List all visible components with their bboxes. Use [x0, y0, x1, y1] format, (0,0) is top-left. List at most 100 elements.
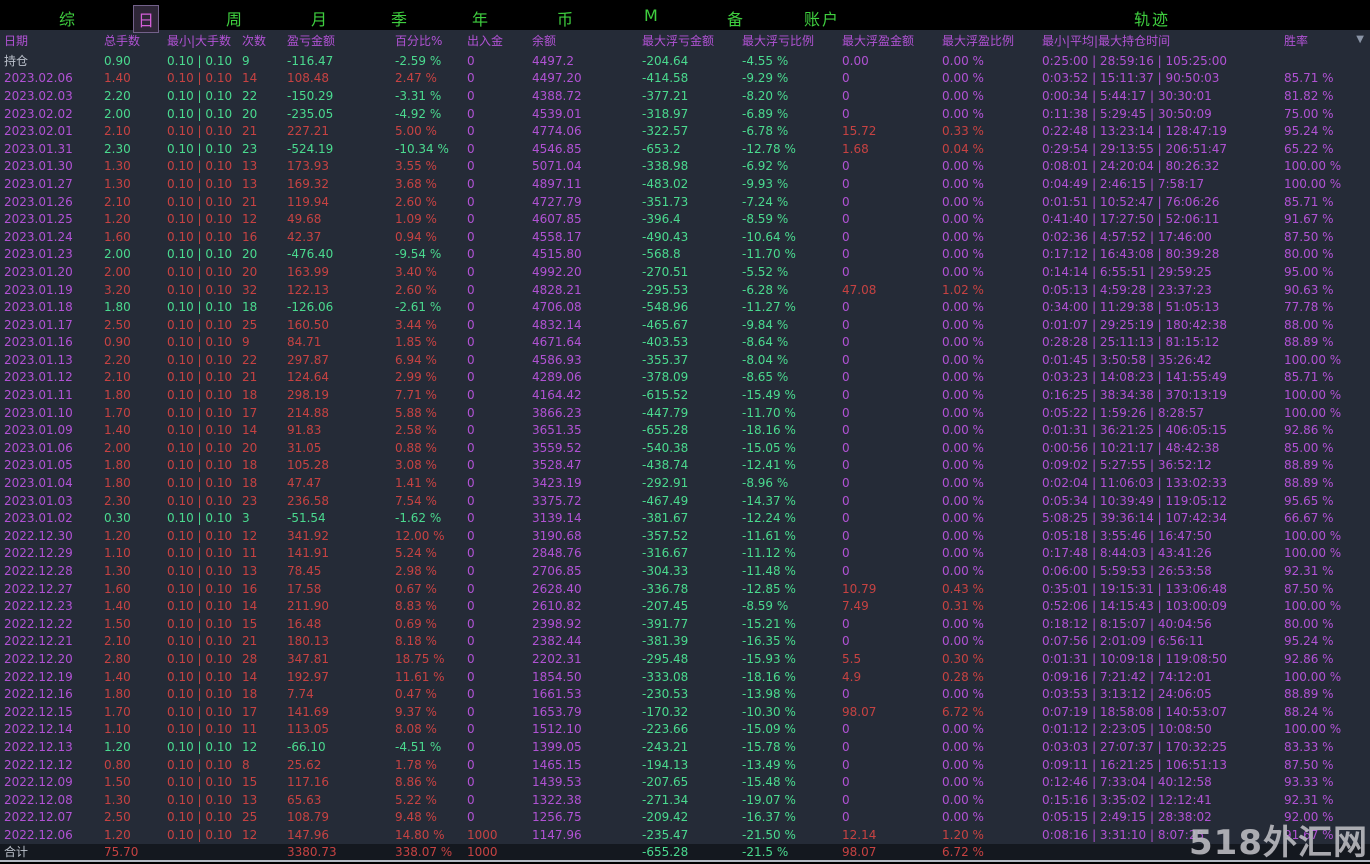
table-row[interactable]: 2023.02.06 1.40 0.10 | 0.10 14 108.48 2.47 % 0… [0, 70, 1370, 88]
table-row[interactable]: 2023.01.04 1.80 0.10 | 0.10 18 47.47 1.41 % 0 3… [0, 474, 1370, 492]
table-row[interactable]: 2023.01.27 1.30 0.10 | 0.10 13 169.32 3.68 % 0… [0, 175, 1370, 193]
menu-item-日-selected[interactable]: 日 [133, 5, 160, 33]
cell-inout: 0 [467, 106, 475, 121]
table-row[interactable]: 2023.01.13 2.20 0.10 | 0.10 22 297.87 6.94 % 0… [0, 351, 1370, 369]
menu-item-轨迹[interactable]: 轨迹 [1134, 10, 1171, 29]
table-row[interactable]: 2023.01.19 3.20 0.10 | 0.10 32 122.13 2.60 % 0… [0, 281, 1370, 299]
column-header-0[interactable]: 日期 [4, 34, 29, 48]
cell-mfl: -194.13 [642, 757, 689, 772]
table-row[interactable]: 2022.12.28 1.30 0.10 | 0.10 13 78.45 2.98 % 0 2… [0, 562, 1370, 580]
column-header-6[interactable]: 出入金 [467, 34, 504, 48]
table-row[interactable]: 2023.01.11 1.80 0.10 | 0.10 18 298.19 7.71 % 0… [0, 386, 1370, 404]
cell-time: 0:11:38 | 5:29:45 | 30:50:09 [1042, 106, 1212, 121]
cell-balance: 1661.53 [532, 687, 582, 702]
table-row[interactable]: 2023.02.02 2.00 0.10 | 0.10 20 -235.05 -4.92 … [0, 105, 1370, 123]
table-row[interactable]: 2022.12.21 2.10 0.10 | 0.10 21 180.13 8.18 % 0… [0, 633, 1370, 651]
table-row[interactable]: 2023.01.25 1.20 0.10 | 0.10 12 49.68 1.09 % 0 4… [0, 210, 1370, 228]
table-row[interactable]: 2022.12.23 1.40 0.10 | 0.10 14 211.90 8.83 % 0… [0, 597, 1370, 615]
menu-item-周[interactable]: 周 [226, 10, 245, 29]
table-row[interactable]: 2023.01.05 1.80 0.10 | 0.10 18 105.28 3.08 % 0… [0, 457, 1370, 475]
table-row[interactable]: 2023.01.12 2.10 0.10 | 0.10 21 124.64 2.99 % 0… [0, 369, 1370, 387]
cell-mfpr: 0.04 % [942, 141, 984, 156]
column-header-5[interactable]: 百分比% [395, 34, 443, 48]
column-header-10[interactable]: 最大浮盈金额 [842, 34, 915, 48]
cell-date: 2023.01.03 [4, 493, 73, 508]
table-row[interactable]: 2022.12.16 1.80 0.10 | 0.10 18 7.74 0.47 % 0 16… [0, 685, 1370, 703]
cell-time: 0:05:15 | 2:49:15 | 28:38:02 [1042, 810, 1212, 825]
menu-item-季[interactable]: 季 [391, 10, 410, 29]
table-row[interactable]: 2023.01.09 1.40 0.10 | 0.10 14 91.83 2.58 % 0 3… [0, 421, 1370, 439]
table-row[interactable]: 2022.12.22 1.50 0.10 | 0.10 15 16.48 0.69 % 0 2… [0, 615, 1370, 633]
table-row[interactable]: 2023.01.16 0.90 0.10 | 0.10 9 84.71 1.85 % 0 46… [0, 334, 1370, 352]
table-row[interactable]: 2023.02.01 2.10 0.10 | 0.10 21 227.21 5.00 % 0… [0, 122, 1370, 140]
table-row[interactable]: 2023.01.18 1.80 0.10 | 0.10 18 -126.06 -2.61 … [0, 298, 1370, 316]
table-row[interactable]: 2023.02.03 2.20 0.10 | 0.10 22 -150.29 -3.31 … [0, 87, 1370, 105]
cell-mfpr: 0.00 % [942, 546, 984, 561]
table-row[interactable]: 2022.12.09 1.50 0.10 | 0.10 15 117.16 8.86 % 0… [0, 773, 1370, 791]
table-row[interactable]: 2022.12.20 2.80 0.10 | 0.10 28 347.81 18.75 %… [0, 650, 1370, 668]
cell-minmax: 0.10 | 0.10 [167, 564, 233, 579]
table-row[interactable]: 2023.01.20 2.00 0.10 | 0.10 20 163.99 3.40 % 0… [0, 263, 1370, 281]
table-row[interactable]: 2022.12.14 1.10 0.10 | 0.10 11 113.05 8.08 % 0… [0, 721, 1370, 739]
table-row[interactable]: 2023.01.24 1.60 0.10 | 0.10 16 42.37 0.94 % 0 4… [0, 228, 1370, 246]
column-header-1[interactable]: 总手数 [104, 34, 141, 48]
column-header-13[interactable]: 胜率 [1284, 34, 1309, 48]
table-row[interactable]: 2022.12.27 1.60 0.10 | 0.10 16 17.58 0.67 % 0 2… [0, 580, 1370, 598]
cell-pl: -235.05 [287, 106, 334, 121]
menu-item-月[interactable]: 月 [311, 10, 330, 29]
cell-winrate: 85.00 % [1284, 440, 1334, 455]
cell-minmax: 0.10 | 0.10 [167, 176, 233, 191]
cell-mfl: -235.47 [642, 827, 689, 842]
cell-count: 17 [242, 405, 258, 420]
table-row[interactable]: 2023.01.06 2.00 0.10 | 0.10 20 31.05 0.88 % 0 3… [0, 439, 1370, 457]
menu-item-M[interactable]: M [644, 6, 660, 25]
cell-pct: 3.44 % [395, 317, 437, 332]
column-header-9[interactable]: 最大浮亏比例 [742, 34, 815, 48]
cell-mfp: 0 [842, 757, 850, 772]
table-row[interactable]: 2023.01.30 1.30 0.10 | 0.10 13 173.93 3.55 % 0… [0, 158, 1370, 176]
table-row[interactable]: 2022.12.13 1.20 0.10 | 0.10 12 -66.10 -4.51 %… [0, 738, 1370, 756]
scroll-down-icon[interactable]: ▼ [1356, 34, 1364, 45]
cell-mfp: 0 [842, 458, 850, 473]
table-row[interactable]: 2023.01.31 2.30 0.10 | 0.10 23 -524.19 -10.34… [0, 140, 1370, 158]
column-header-11[interactable]: 最大浮盈比例 [942, 34, 1015, 48]
table-row[interactable]: 2022.12.15 1.70 0.10 | 0.10 17 141.69 9.37 % 0… [0, 703, 1370, 721]
column-header-7[interactable]: 余额 [532, 34, 557, 48]
cell-pct: 0.69 % [395, 616, 437, 631]
position-row[interactable]: 持仓 0.90 0.10 | 0.10 9 -116.47 -2.59 % 0 4497.2 -… [0, 52, 1370, 70]
table-row[interactable]: 2023.01.10 1.70 0.10 | 0.10 17 214.88 5.88 % 0… [0, 404, 1370, 422]
cell-count: 16 [242, 229, 258, 244]
table-row[interactable]: 2022.12.07 2.50 0.10 | 0.10 25 108.79 9.48 % 0… [0, 809, 1370, 827]
table-row[interactable]: 2023.01.17 2.50 0.10 | 0.10 25 160.50 3.44 % 0… [0, 316, 1370, 334]
table-row[interactable]: 2022.12.08 1.30 0.10 | 0.10 13 65.63 5.22 % 0 1… [0, 791, 1370, 809]
menu-item-年[interactable]: 年 [472, 10, 491, 29]
table-row[interactable]: 2023.01.03 2.30 0.10 | 0.10 23 236.58 7.54 % 0… [0, 492, 1370, 510]
total-row[interactable]: 合计 75.70 3380.73 338.07 % 1000 -655.28 -21.5 %… [0, 843, 1370, 860]
table-row[interactable]: 2022.12.30 1.20 0.10 | 0.10 12 341.92 12.00 %… [0, 527, 1370, 545]
cell-mfp: 7.49 [842, 599, 869, 614]
menu-item-账户[interactable]: 账户 [804, 10, 841, 29]
cell-date: 2022.12.13 [4, 739, 73, 754]
table-row[interactable]: 2022.12.29 1.10 0.10 | 0.10 11 141.91 5.24 % 0… [0, 545, 1370, 563]
column-header-12[interactable]: 最小|平均|最大持仓时间 [1042, 34, 1171, 48]
cell-count: 25 [242, 810, 258, 825]
cell-inout: 0 [467, 212, 475, 227]
table-row[interactable]: 2023.01.23 2.00 0.10 | 0.10 20 -476.40 -9.54 … [0, 246, 1370, 264]
table-row[interactable]: 2023.01.02 0.30 0.10 | 0.10 3 -51.54 -1.62 % 0… [0, 509, 1370, 527]
column-header-3[interactable]: 次数 [242, 34, 267, 48]
table-row[interactable]: 2022.12.19 1.40 0.10 | 0.10 14 192.97 11.61 %… [0, 668, 1370, 686]
cell-mfl: -653.2 [642, 141, 681, 156]
cell-mflr: -6.78 % [742, 124, 789, 139]
menu-item-综[interactable]: 综 [59, 10, 78, 29]
column-header-2[interactable]: 最小|大手数 [167, 34, 232, 48]
menu-item-备[interactable]: 备 [727, 10, 746, 29]
table-row[interactable]: 2023.01.26 2.10 0.10 | 0.10 21 119.94 2.60 % 0… [0, 193, 1370, 211]
column-header-4[interactable]: 盈亏金额 [287, 34, 336, 48]
table-row[interactable]: 2022.12.12 0.80 0.10 | 0.10 8 25.62 1.78 % 0 14… [0, 756, 1370, 774]
column-header-8[interactable]: 最大浮亏金额 [642, 34, 715, 48]
table-row[interactable]: 2022.12.06 1.20 0.10 | 0.10 12 147.96 14.80 %… [0, 826, 1370, 844]
menu-item-币[interactable]: 币 [557, 10, 576, 29]
cell-pct: 8.18 % [395, 634, 437, 649]
cell-mflr: -12.78 % [742, 141, 796, 156]
